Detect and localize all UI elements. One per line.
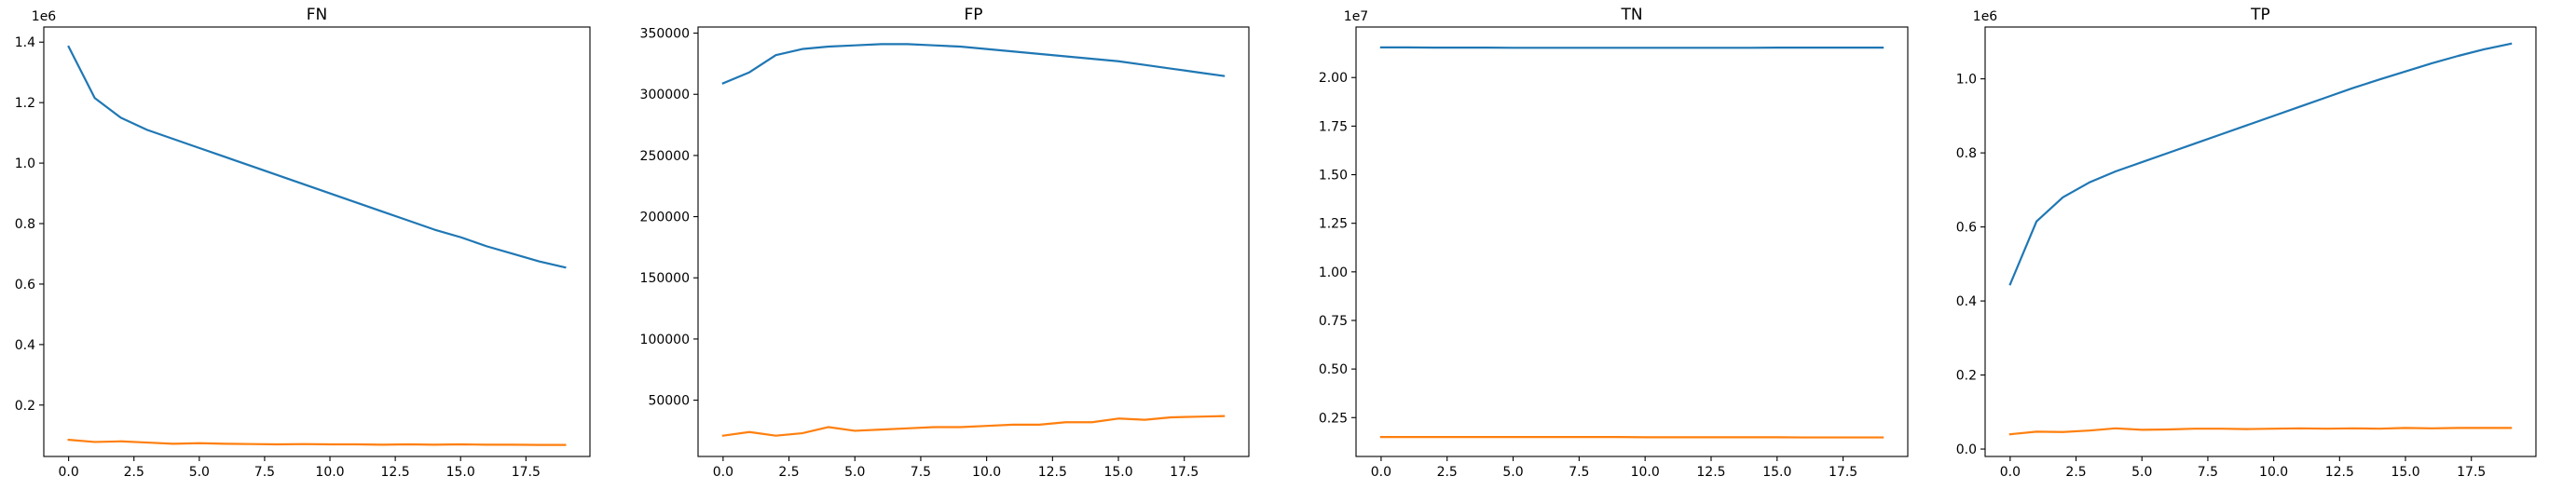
y-offset-label: 1e6 — [1973, 9, 1998, 24]
y-tick-label: 50000 — [648, 394, 690, 409]
x-tick-label: 7.5 — [911, 465, 931, 480]
x-tick-label: 5.0 — [189, 465, 210, 480]
y-tick-label: 150000 — [640, 271, 690, 286]
x-tick-label: 17.5 — [512, 465, 541, 480]
x-tick-label: 0.0 — [1371, 465, 1391, 480]
x-tick-label: 7.5 — [2198, 465, 2218, 480]
series-line-1 — [721, 415, 1226, 437]
y-tick-label: 0.25 — [1319, 411, 1348, 426]
x-tick-label: 0.0 — [59, 465, 79, 480]
axes-frame — [1984, 26, 2537, 457]
x-tick-label: 17.5 — [2457, 465, 2486, 480]
axes-frame — [1355, 26, 1909, 457]
chart-title: FN — [307, 6, 328, 24]
y-tick-label: 350000 — [640, 27, 690, 42]
x-tick-label: 10.0 — [2259, 465, 2288, 480]
x-tick-label: 0.0 — [2000, 465, 2021, 480]
y-tick-label: 250000 — [640, 149, 690, 164]
y-tick-label: 0.50 — [1319, 362, 1348, 377]
x-tick-label: 0.0 — [713, 465, 733, 480]
x-tick-label: 5.0 — [2131, 465, 2152, 480]
x-tick-label: 17.5 — [1829, 465, 1857, 480]
y-tick-label: 0.6 — [15, 278, 35, 293]
y-offset-label: 1e6 — [32, 9, 57, 24]
subplot-tp: 0.0 2.5 5.0 7.5 10.0 12.5 15.0 17.5 0.0 0.2 0.4 0.6… — [1956, 6, 2537, 480]
subplot-fp: 0.0 2.5 5.0 7.5 10.0 12.5 15.0 17.5 50000 100000 1… — [640, 6, 1250, 480]
x-tick-label: 15.0 — [1762, 465, 1791, 480]
series-line-1 — [2008, 427, 2513, 436]
x-tick-label: 17.5 — [1170, 465, 1199, 480]
chart-title: FP — [964, 6, 982, 24]
x-tick-label: 2.5 — [1437, 465, 1458, 480]
x-tick-label: 12.5 — [2325, 465, 2354, 480]
subplot-fn: 0.0 2.5 5.0 7.5 10.0 12.5 15.0 17.5 0.2 0.4 0.6 0.8… — [15, 6, 591, 480]
y-tick-label: 1.4 — [15, 35, 35, 50]
y-tick-label: 0.4 — [15, 338, 35, 353]
y-tick-label: 1.25 — [1319, 217, 1348, 232]
x-tick-label: 7.5 — [254, 465, 275, 480]
x-tick-label: 10.0 — [315, 465, 344, 480]
x-tick-label: 5.0 — [844, 465, 865, 480]
y-tick-label: 0.6 — [1956, 221, 1977, 236]
chart-title: TN — [1620, 6, 1642, 24]
x-tick-label: 12.5 — [381, 465, 410, 480]
axes-frame — [43, 26, 591, 457]
y-tick-label: 1.50 — [1319, 169, 1348, 184]
y-tick-label: 200000 — [640, 211, 690, 225]
x-tick-label: 2.5 — [778, 465, 799, 480]
x-tick-label: 5.0 — [1502, 465, 1523, 480]
y-tick-label: 0.75 — [1319, 314, 1348, 329]
y-tick-label: 1.75 — [1319, 119, 1348, 134]
y-tick-label: 2.00 — [1319, 71, 1348, 86]
series-line-0 — [2008, 42, 2513, 286]
y-tick-label: 1.0 — [1956, 73, 1977, 88]
y-tick-label: 1.2 — [15, 96, 35, 111]
x-tick-label: 12.5 — [1696, 465, 1725, 480]
series-line-0 — [721, 43, 1226, 85]
y-tick-label: 0.2 — [1956, 369, 1977, 384]
y-offset-label: 1e7 — [1344, 9, 1368, 24]
y-tick-label: 1.0 — [15, 157, 35, 171]
x-tick-label: 12.5 — [1038, 465, 1067, 480]
axes-frame — [697, 26, 1250, 457]
y-tick-label: 1.00 — [1319, 265, 1348, 280]
x-tick-label: 15.0 — [446, 465, 475, 480]
y-tick-label: 0.8 — [1956, 146, 1977, 161]
x-tick-label: 15.0 — [1103, 465, 1132, 480]
x-tick-label: 10.0 — [972, 465, 1001, 480]
x-tick-label: 15.0 — [2391, 465, 2419, 480]
subplot-tn: 0.0 2.5 5.0 7.5 10.0 12.5 15.0 17.5 0.25 0.50 0.75… — [1319, 6, 1909, 480]
series-line-0 — [67, 45, 567, 269]
y-tick-label: 0.2 — [15, 399, 35, 414]
y-tick-label: 100000 — [640, 333, 690, 347]
x-tick-label: 2.5 — [124, 465, 144, 480]
x-tick-label: 7.5 — [1569, 465, 1589, 480]
x-tick-label: 2.5 — [2065, 465, 2086, 480]
x-tick-label: 10.0 — [1631, 465, 1660, 480]
y-tick-label: 0.8 — [15, 217, 35, 232]
y-tick-label: 300000 — [640, 88, 690, 102]
y-tick-label: 0.4 — [1956, 294, 1977, 309]
series-line-1 — [67, 438, 567, 446]
chart-title: TP — [2250, 6, 2270, 24]
y-tick-label: 0.0 — [1956, 442, 1977, 457]
